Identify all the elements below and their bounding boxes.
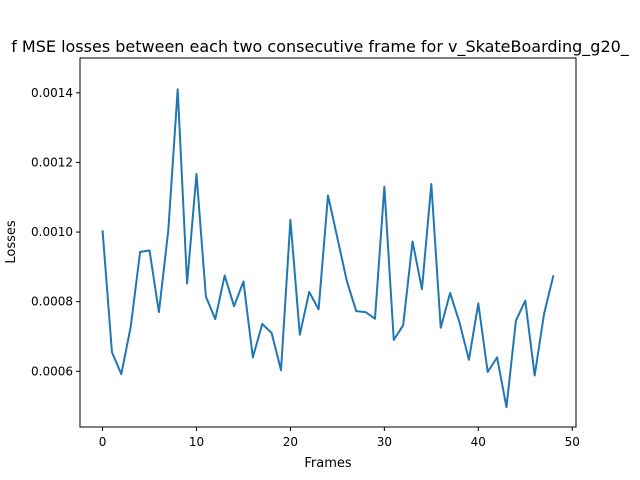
- y-axis: 0.0006 0.0008 0.0010 0.0012 0.0014: [31, 86, 80, 378]
- x-tick-label: 0: [99, 435, 107, 449]
- y-tick-label: 0.0012: [31, 155, 73, 169]
- y-tick-label: 0.0008: [31, 295, 73, 309]
- x-axis-label: Frames: [304, 456, 352, 471]
- y-tick-label: 0.0006: [31, 364, 73, 378]
- x-tick-label: 40: [471, 435, 486, 449]
- y-tick-label: 0.0010: [31, 225, 73, 239]
- x-axis: 0 10 20 30 40 50: [99, 427, 580, 449]
- plot-area: [101, 88, 555, 409]
- x-tick-label: 50: [565, 435, 580, 449]
- x-tick-label: 30: [377, 435, 392, 449]
- y-tick-label: 0.0014: [31, 86, 73, 100]
- x-tick-label: 20: [283, 435, 298, 449]
- x-tick-label: 10: [189, 435, 204, 449]
- chart-title: f MSE losses between each two consecutiv…: [11, 37, 630, 57]
- series-line-0: [101, 88, 555, 409]
- y-axis-label: Losses: [4, 220, 19, 264]
- axes-frame: [79, 57, 577, 428]
